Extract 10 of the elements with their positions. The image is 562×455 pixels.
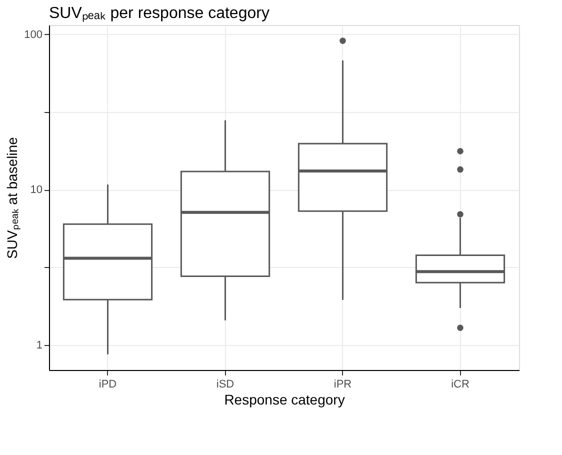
- x-tick-label: iCR: [451, 378, 470, 390]
- x-tick-label: iPR: [334, 378, 352, 390]
- y-tick-label: 1: [36, 339, 42, 352]
- y-tick-label: 100: [24, 28, 42, 41]
- x-tick-label: iSD: [216, 378, 234, 390]
- y-tick-label: 10: [30, 184, 42, 196]
- x-tick-label: iPD: [98, 378, 117, 390]
- x-axis-title: Response category: [224, 392, 345, 408]
- chart-title: SUVₚₑₐₖ per response category: [49, 5, 270, 22]
- y-axis-title: SUVₚₑₐₖ at baseline: [4, 136, 22, 259]
